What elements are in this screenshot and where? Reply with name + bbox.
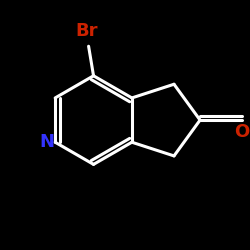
Text: N: N — [39, 133, 54, 151]
Text: O: O — [234, 124, 250, 142]
Text: Br: Br — [75, 22, 98, 40]
